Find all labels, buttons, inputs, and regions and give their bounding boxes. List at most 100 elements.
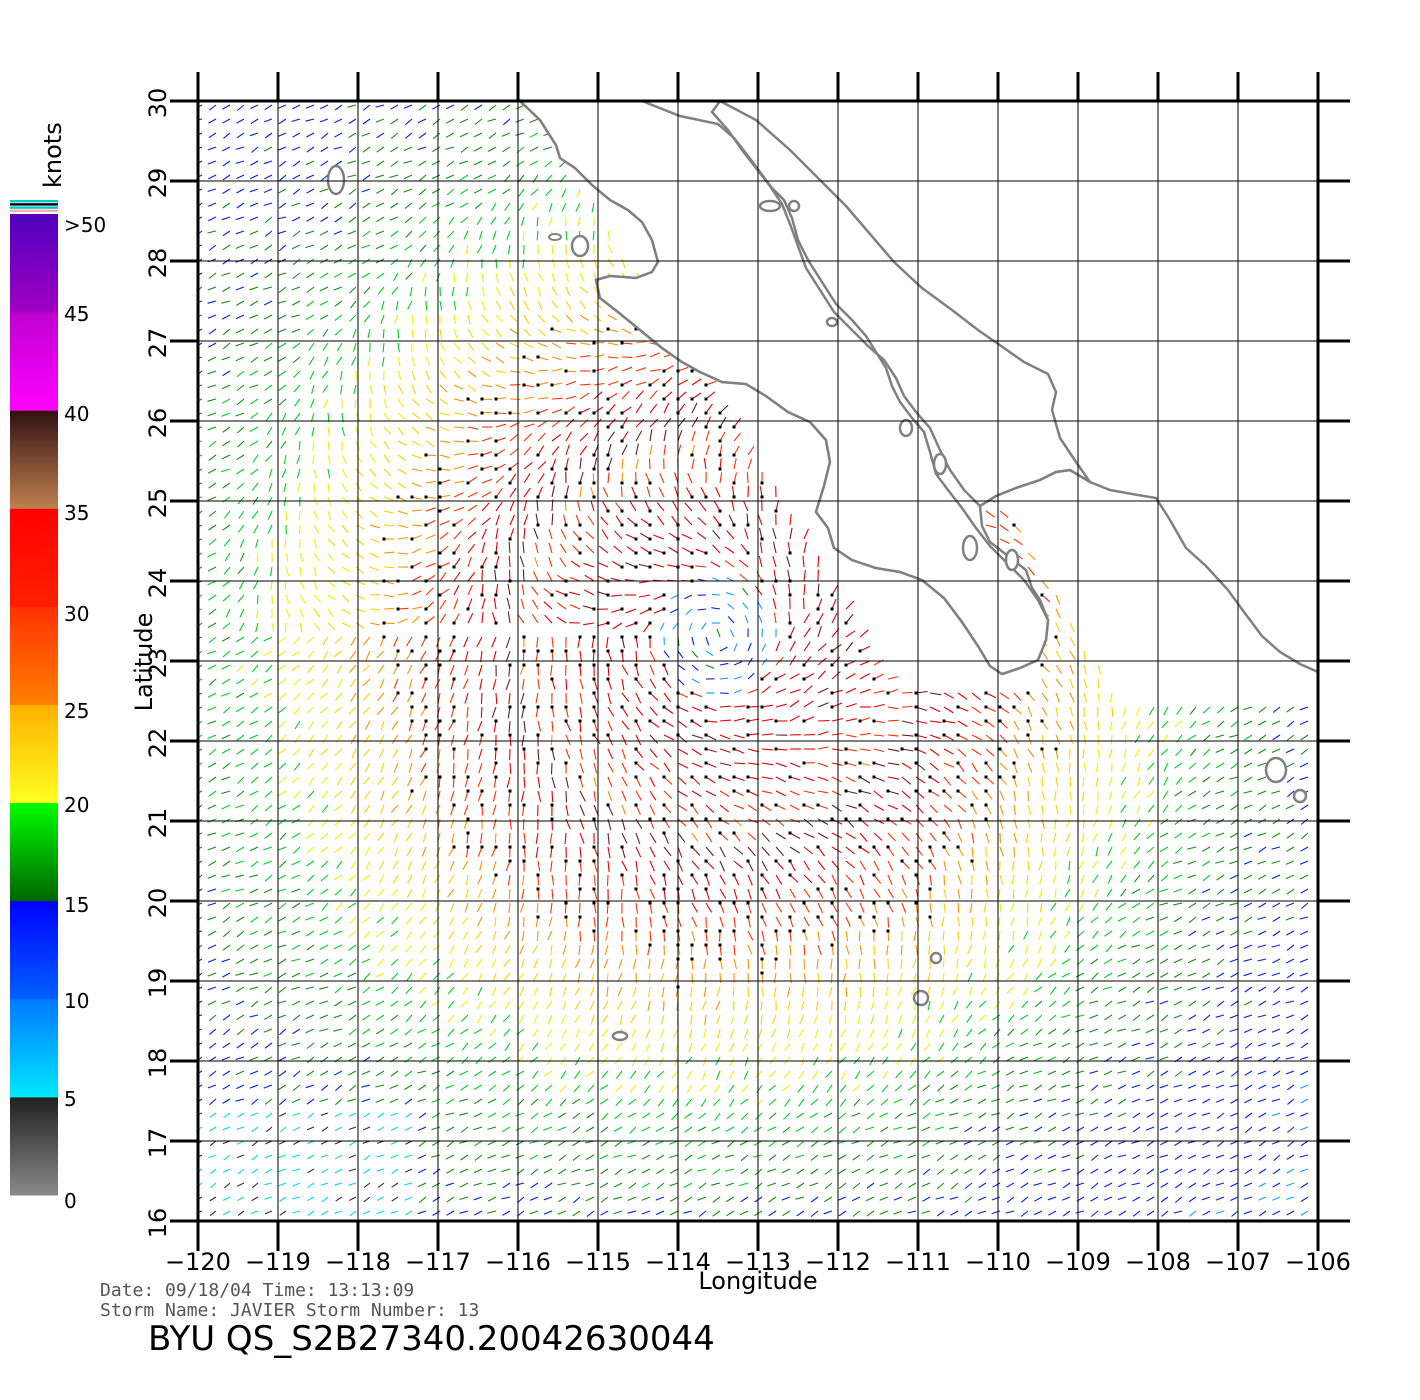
wind-vector	[1039, 874, 1043, 885]
wind-vector	[333, 804, 343, 811]
rain-flag-marker	[746, 901, 750, 905]
rain-flag-marker	[634, 537, 638, 541]
wind-vector	[957, 748, 967, 757]
rain-flag-marker	[494, 439, 498, 443]
wind-vector	[831, 762, 843, 766]
wind-vector	[921, 1126, 931, 1132]
wind-vector	[635, 390, 644, 400]
wind-vector	[313, 538, 318, 549]
wind-vector	[775, 688, 787, 694]
wind-vector	[265, 1126, 273, 1133]
wind-vector	[1286, 888, 1295, 895]
rain-flag-marker	[942, 831, 946, 835]
wind-vector	[1285, 1056, 1295, 1060]
wind-vector	[612, 561, 623, 568]
wind-vector	[607, 431, 615, 442]
wind-vector	[501, 1070, 511, 1076]
wind-vector	[856, 1028, 861, 1039]
wind-vector	[1258, 706, 1267, 714]
wind-vector	[334, 132, 343, 138]
wind-vector	[235, 832, 245, 837]
wind-vector	[397, 440, 407, 446]
wind-vector	[551, 272, 556, 283]
wind-vector	[250, 300, 259, 307]
rain-flag-marker	[578, 873, 582, 877]
rain-flag-marker	[634, 929, 638, 933]
wind-vector	[1257, 972, 1267, 977]
wind-vector	[453, 398, 464, 402]
wind-vector	[593, 902, 597, 914]
wind-vector	[537, 486, 544, 498]
wind-vector	[561, 1014, 567, 1024]
wind-vector	[1082, 804, 1085, 815]
wind-vector	[1041, 790, 1046, 801]
wind-vector	[607, 860, 610, 873]
wind-vector	[352, 342, 357, 352]
wind-vector	[811, 1070, 819, 1080]
wind-vector	[789, 688, 801, 694]
wind-vector	[788, 611, 791, 624]
wind-vector	[1230, 1056, 1239, 1062]
wind-vector	[859, 832, 868, 842]
wind-vector	[789, 640, 796, 652]
wind-vector	[1215, 860, 1225, 864]
wind-vector	[565, 300, 572, 310]
wind-vector	[1299, 944, 1309, 949]
wind-vector	[307, 664, 315, 673]
wind-vector	[667, 564, 679, 568]
wind-vector	[351, 748, 357, 759]
wind-vector	[391, 286, 399, 295]
wind-vector	[1286, 1028, 1295, 1034]
wind-vector	[518, 188, 525, 197]
rain-flag-marker	[788, 915, 792, 919]
wind-vector	[334, 244, 343, 251]
wind-vector	[965, 1070, 973, 1079]
wind-vector	[663, 417, 672, 428]
wind-vector	[207, 650, 217, 655]
wind-vector	[747, 874, 753, 886]
wind-vector	[626, 546, 637, 554]
wind-vector	[991, 1084, 1001, 1090]
wind-vector	[235, 706, 245, 713]
wind-vector	[250, 916, 259, 923]
wind-vector	[1034, 1126, 1043, 1132]
wind-vector	[565, 720, 572, 732]
rain-flag-marker	[998, 719, 1002, 723]
wind-vector	[509, 328, 519, 335]
rain-flag-marker	[788, 621, 792, 625]
wind-vector	[663, 944, 666, 956]
wind-vector	[684, 594, 693, 600]
wind-vector	[649, 846, 656, 858]
wind-vector	[433, 230, 441, 238]
wind-vector	[607, 356, 619, 359]
wind-vector	[1103, 958, 1113, 965]
wind-vector	[1159, 832, 1169, 838]
wind-vector	[1216, 1112, 1225, 1119]
wind-vector	[278, 1154, 287, 1159]
wind-vector	[461, 1014, 469, 1022]
wind-vector	[390, 1154, 399, 1159]
rain-flag-marker	[690, 873, 694, 877]
colorbar-bin	[10, 410, 58, 509]
wind-vector	[235, 356, 245, 362]
wind-vector	[659, 622, 665, 631]
wind-vector	[1062, 1056, 1071, 1064]
wind-vector	[1024, 888, 1029, 899]
wind-vector	[741, 1112, 749, 1120]
wind-vector	[1272, 902, 1281, 908]
wind-vector	[1117, 1126, 1127, 1131]
wind-vector	[1027, 776, 1031, 787]
wind-vector	[462, 986, 469, 996]
wind-vector	[236, 720, 245, 728]
wind-vector	[690, 1014, 693, 1025]
wind-vector	[1173, 874, 1183, 880]
wind-vector	[767, 1126, 777, 1132]
wind-vector	[691, 930, 696, 942]
wind-vector	[544, 1042, 553, 1050]
wind-vector	[1299, 972, 1309, 977]
wind-vector	[491, 706, 497, 718]
wind-vector	[691, 650, 699, 658]
wind-vector	[773, 612, 777, 624]
wind-vector	[279, 1126, 287, 1133]
rain-flag-marker	[928, 887, 932, 891]
